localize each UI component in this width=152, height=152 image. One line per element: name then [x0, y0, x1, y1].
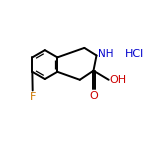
Text: F: F: [29, 92, 36, 102]
Text: O: O: [89, 91, 98, 101]
Text: NH: NH: [98, 48, 114, 59]
Text: HCl: HCl: [125, 49, 144, 59]
Text: OH: OH: [109, 75, 127, 85]
